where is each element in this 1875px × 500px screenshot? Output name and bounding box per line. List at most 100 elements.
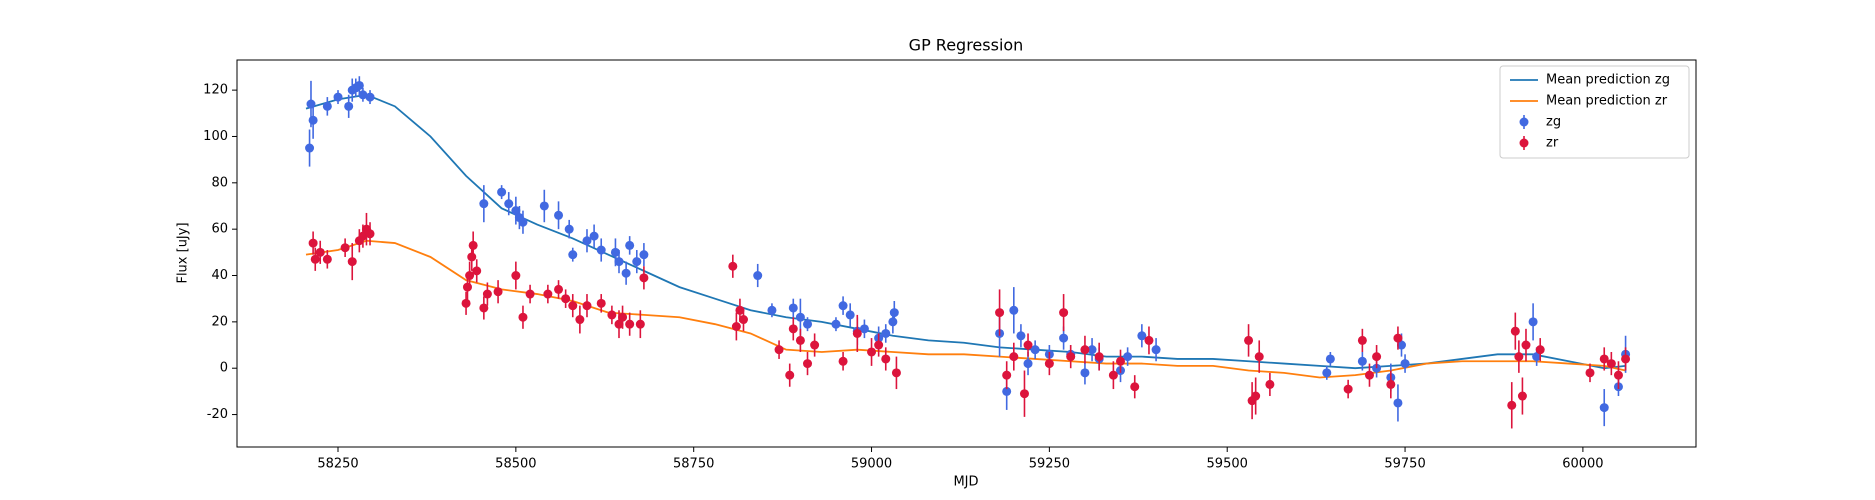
y-tick-label: -20	[207, 407, 228, 422]
data-point	[1372, 352, 1382, 362]
data-point	[635, 319, 645, 329]
data-point	[1130, 382, 1140, 392]
legend-label: zr	[1546, 136, 1559, 151]
data-point	[625, 240, 635, 250]
data-point	[468, 240, 478, 250]
data-point	[1123, 352, 1133, 362]
x-tick-label: 60000	[1562, 457, 1603, 472]
data-point	[874, 340, 884, 350]
data-point	[1517, 391, 1527, 401]
data-point	[1059, 308, 1069, 318]
mean-line	[305, 239, 1626, 379]
data-point	[1357, 356, 1367, 366]
data-point	[340, 243, 350, 253]
data-point	[1364, 370, 1374, 380]
data-point	[554, 284, 564, 294]
data-point	[462, 282, 472, 292]
data-point	[1251, 391, 1261, 401]
data-point	[788, 303, 798, 313]
data-point	[1087, 345, 1097, 355]
data-point	[315, 247, 325, 257]
data-point	[859, 324, 869, 334]
x-tick-label: 58500	[495, 457, 536, 472]
data-point	[575, 315, 585, 325]
data-point	[308, 238, 318, 248]
y-axis-label: Flux [uJy]	[176, 222, 191, 283]
data-point	[539, 201, 549, 211]
data-point	[881, 328, 891, 338]
data-point	[845, 310, 855, 320]
data-point	[589, 231, 599, 241]
data-point	[479, 303, 489, 313]
data-point	[1094, 352, 1104, 362]
legend-box	[1499, 65, 1690, 159]
data-point	[493, 287, 503, 297]
data-point	[625, 319, 635, 329]
y-tick-label: 80	[211, 175, 228, 190]
y-tick-label: 20	[211, 314, 228, 329]
data-point	[358, 231, 368, 241]
data-point	[639, 250, 649, 260]
data-point	[1507, 400, 1517, 410]
data-point	[1532, 352, 1542, 362]
data-point	[1510, 326, 1520, 336]
data-point	[1137, 331, 1147, 341]
data-point	[1044, 359, 1054, 369]
x-tick-label: 59750	[1384, 457, 1425, 472]
data-point	[582, 236, 592, 246]
data-point	[738, 315, 748, 325]
y-tick-label: 60	[211, 222, 228, 237]
data-point	[1585, 368, 1595, 378]
data-point	[358, 90, 368, 100]
data-point	[1599, 354, 1609, 364]
data-point	[1019, 389, 1029, 399]
data-point	[1528, 317, 1538, 327]
data-point	[596, 245, 606, 255]
data-point	[497, 187, 507, 197]
x-tick-label: 59000	[851, 457, 892, 472]
data-point	[582, 301, 592, 311]
data-point	[728, 261, 738, 271]
data-point	[795, 312, 805, 322]
data-point	[810, 340, 820, 350]
data-point	[731, 321, 741, 331]
data-point	[482, 289, 492, 299]
data-point	[354, 80, 364, 90]
data-point	[1265, 379, 1275, 389]
mean-line	[305, 93, 1626, 370]
data-point	[753, 271, 763, 281]
legend-label: Mean prediction zg	[1546, 73, 1670, 88]
data-point	[461, 298, 471, 308]
data-point	[1613, 370, 1623, 380]
data-point	[891, 368, 901, 378]
data-point	[1386, 379, 1396, 389]
x-tick-label: 59500	[1207, 457, 1248, 472]
data-point	[1254, 352, 1264, 362]
data-point	[889, 308, 899, 318]
data-point	[310, 254, 320, 264]
data-point	[881, 354, 891, 364]
y-tick-label: 100	[203, 129, 228, 144]
data-point	[632, 257, 642, 267]
data-point	[322, 101, 332, 111]
data-point	[838, 301, 848, 311]
data-point	[767, 305, 777, 315]
y-tick-label: 40	[211, 268, 228, 283]
data-point	[1009, 352, 1019, 362]
legend: Mean prediction zg Mean prediction zr zg zr	[1499, 65, 1690, 159]
data-point	[618, 312, 628, 322]
data-point	[1606, 359, 1616, 369]
data-point	[1325, 354, 1335, 364]
data-point	[1116, 356, 1126, 366]
plot-frame	[236, 59, 1697, 448]
data-point	[1521, 340, 1531, 350]
data-point	[1535, 345, 1545, 355]
data-point	[1621, 354, 1631, 364]
legend-swatch	[1519, 138, 1529, 148]
data-point	[774, 345, 784, 355]
data-point	[504, 199, 514, 209]
data-point	[1002, 386, 1012, 396]
data-point	[518, 312, 528, 322]
data-point	[1030, 345, 1040, 355]
data-point	[785, 370, 795, 380]
